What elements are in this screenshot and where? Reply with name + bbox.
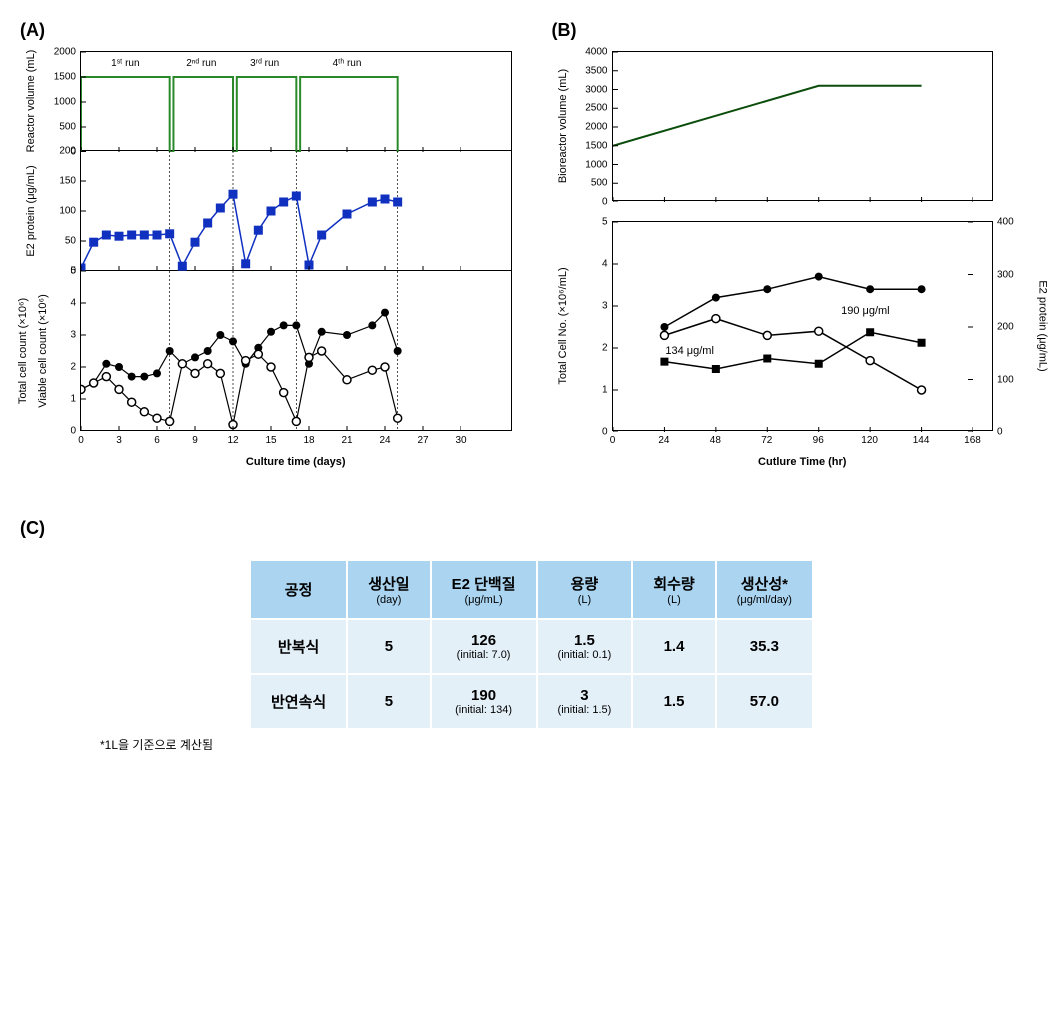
annotation: 190 μg/ml: [841, 305, 890, 317]
panel-a-charts: Reactor volume (mL) 0500100015002000 1ˢᵗ…: [20, 51, 512, 468]
table-header: E2 단백질(μg/mL): [431, 560, 537, 619]
ylabel-bioreactor-volume: Bioreactor volume (mL): [557, 69, 569, 183]
chart-a-cells: Viable cell count (×10⁶) Total cell coun…: [80, 271, 512, 431]
annotation: 134 μg/ml: [665, 345, 714, 357]
table-header: 회수량(L): [632, 560, 715, 619]
table-row: 반연속식5190(initial: 134)3(initial: 1.5)1.5…: [250, 674, 813, 729]
ylabel-e2-right: E2 protein (μg/mL): [1036, 280, 1048, 371]
panel-b-charts: Bioreactor volume (mL) 05001000150020002…: [552, 51, 1044, 468]
chart-a-e2: E2 protein (μg/mL) 050100150200: [80, 151, 512, 271]
table-footnote: *1L을 기준으로 계산됨: [100, 736, 1043, 753]
xlabel-culture-days: Culture time (days): [80, 456, 512, 468]
panel-a-label: (A): [20, 20, 512, 41]
ylabel-total-cell-no: Total Cell No. (×10⁶/mL): [557, 267, 569, 384]
panel-c-label: (C): [20, 518, 1043, 539]
ylabel-e2-protein: E2 protein (μg/mL): [25, 165, 37, 256]
panel-b-label: (B): [552, 20, 1044, 41]
chart-b-volume: Bioreactor volume (mL) 05001000150020002…: [612, 51, 994, 201]
ylabel-viable-cell: Viable cell count (×10⁶): [37, 294, 49, 407]
comparison-table: 공정생산일(day)E2 단백질(μg/mL)용량(L)회수량(L)생산성*(μ…: [249, 559, 814, 730]
table-header: 생산일(day): [347, 560, 430, 619]
chart-b-cells-e2: Total Cell No. (×10⁶/mL) E2 protein (μg/…: [612, 221, 994, 431]
table-row: 반복식5126(initial: 7.0)1.5(initial: 0.1)1.…: [250, 619, 813, 674]
ylabel-reactor-volume: Reactor volume (mL): [25, 50, 37, 153]
chart-a-volume: Reactor volume (mL) 0500100015002000 1ˢᵗ…: [80, 51, 512, 151]
table-header: 생산성*(μg/ml/day): [716, 560, 813, 619]
table-header: 용량(L): [537, 560, 633, 619]
xlabel-culture-hr: Cutlure Time (hr): [612, 456, 994, 468]
ylabel-total-cell: Total cell count (×10⁶): [17, 297, 29, 403]
table-header: 공정: [250, 560, 347, 619]
